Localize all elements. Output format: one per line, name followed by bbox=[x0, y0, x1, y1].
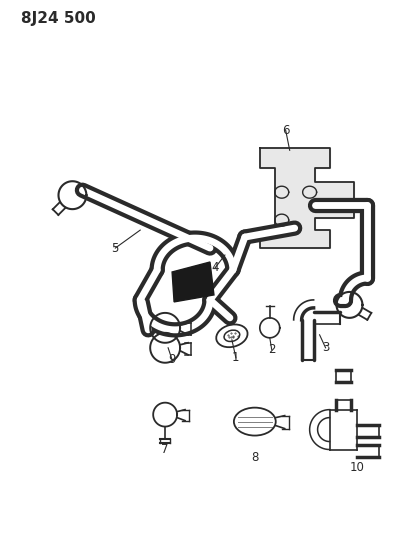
Text: 8J24 500: 8J24 500 bbox=[20, 11, 95, 26]
Text: 3: 3 bbox=[321, 341, 328, 354]
Text: 8: 8 bbox=[251, 451, 258, 464]
Text: 5: 5 bbox=[111, 241, 119, 255]
Text: 2: 2 bbox=[267, 343, 275, 356]
Polygon shape bbox=[259, 148, 354, 248]
Text: 10: 10 bbox=[349, 461, 364, 474]
Text: 7: 7 bbox=[161, 443, 168, 456]
Polygon shape bbox=[172, 262, 213, 302]
Text: 1: 1 bbox=[231, 351, 239, 364]
Text: 6: 6 bbox=[281, 124, 289, 137]
Text: 4: 4 bbox=[211, 262, 218, 274]
Text: 9: 9 bbox=[168, 353, 175, 366]
